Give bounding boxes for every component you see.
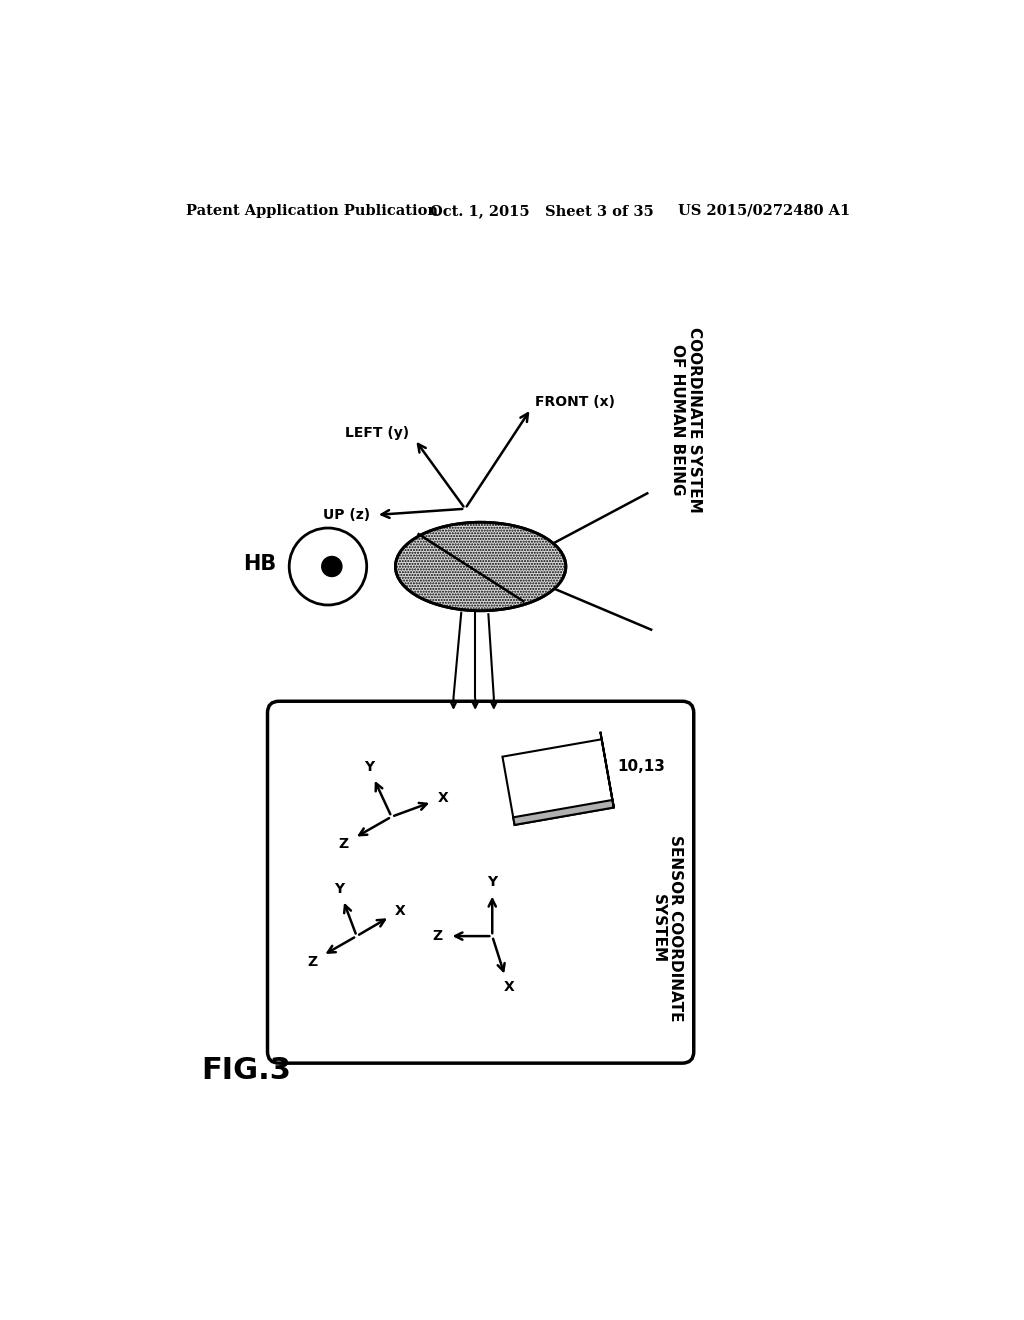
Text: Oct. 1, 2015   Sheet 3 of 35: Oct. 1, 2015 Sheet 3 of 35	[430, 203, 654, 218]
Text: US 2015/0272480 A1: US 2015/0272480 A1	[678, 203, 851, 218]
Polygon shape	[600, 731, 613, 808]
Text: FIG.3: FIG.3	[202, 1056, 292, 1085]
Text: Y: Y	[334, 882, 344, 896]
Text: Z: Z	[339, 837, 348, 851]
Text: Y: Y	[487, 875, 498, 890]
Text: Z: Z	[432, 929, 442, 942]
Polygon shape	[513, 800, 613, 825]
Ellipse shape	[395, 523, 566, 611]
Circle shape	[289, 528, 367, 605]
Text: HB: HB	[243, 554, 276, 574]
Text: Patent Application Publication: Patent Application Publication	[186, 203, 438, 218]
Text: COORDINATE SYSTEM
OF HUMAN BEING: COORDINATE SYSTEM OF HUMAN BEING	[670, 327, 702, 513]
Text: LEFT (y): LEFT (y)	[345, 426, 410, 441]
Text: SENSOR COORDINATE
SYSTEM: SENSOR COORDINATE SYSTEM	[650, 836, 683, 1022]
Text: X: X	[437, 791, 449, 805]
FancyBboxPatch shape	[267, 701, 693, 1063]
Text: X: X	[504, 981, 514, 994]
Text: FRONT (x): FRONT (x)	[535, 396, 614, 409]
Text: UP (z): UP (z)	[324, 508, 371, 521]
Polygon shape	[503, 739, 613, 825]
Text: X: X	[395, 904, 406, 917]
Text: Z: Z	[307, 954, 317, 969]
Circle shape	[322, 557, 342, 577]
Text: 10,13: 10,13	[617, 759, 666, 775]
Text: Y: Y	[364, 760, 374, 775]
